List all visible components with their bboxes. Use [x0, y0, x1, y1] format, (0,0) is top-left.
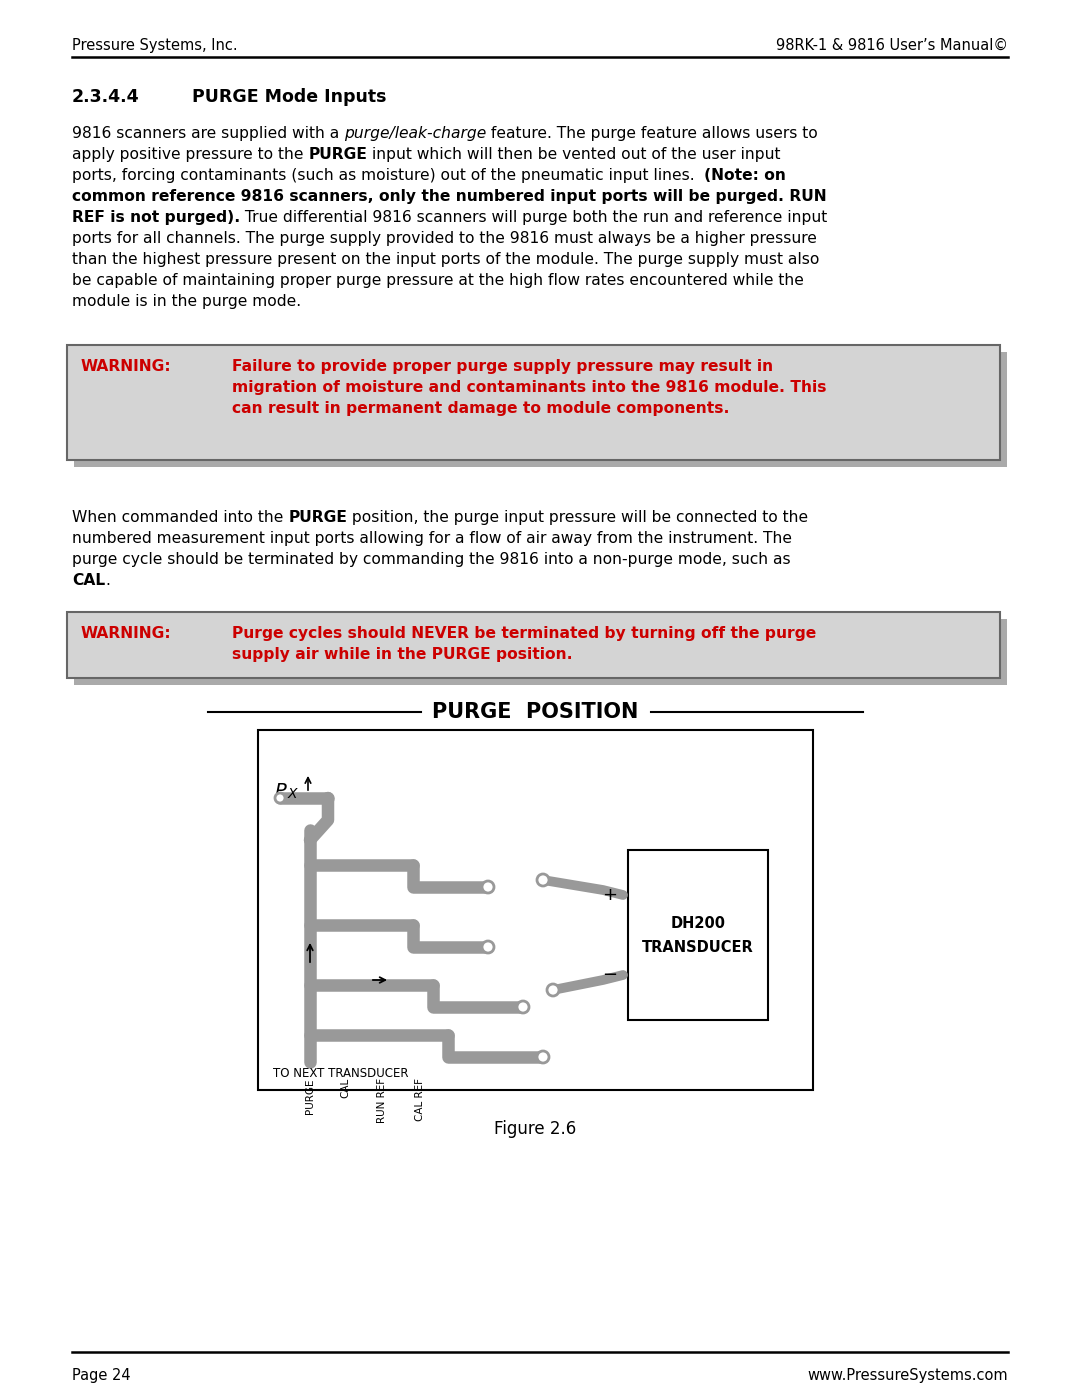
Bar: [75, 619, 1007, 685]
Text: DH200: DH200: [671, 915, 726, 930]
Bar: [67, 612, 1000, 678]
Text: www.PressureSystems.com: www.PressureSystems.com: [808, 1368, 1008, 1383]
Text: 98RK-1 & 9816 User’s Manual©: 98RK-1 & 9816 User’s Manual©: [777, 38, 1008, 53]
Text: input which will then be vented out of the user input: input which will then be vented out of t…: [367, 147, 781, 162]
Text: numbered measurement input ports allowing for a flow of air away from the instru: numbered measurement input ports allowin…: [72, 531, 792, 546]
Text: CAL: CAL: [340, 1078, 350, 1098]
Text: Failure to provide proper purge supply pressure may result in: Failure to provide proper purge supply p…: [232, 359, 773, 374]
Text: ports, forcing contaminants (such as moisture) out of the pneumatic input lines.: ports, forcing contaminants (such as moi…: [72, 168, 704, 183]
Text: TO NEXT TRANSDUCER: TO NEXT TRANSDUCER: [273, 1067, 408, 1080]
Text: CAL REF: CAL REF: [415, 1078, 426, 1120]
Text: +: +: [603, 886, 618, 904]
Bar: [627, 849, 768, 1020]
Circle shape: [482, 882, 494, 893]
Circle shape: [275, 793, 285, 803]
Circle shape: [537, 875, 549, 886]
Text: .: .: [105, 573, 110, 588]
Text: TRANSDUCER: TRANSDUCER: [643, 940, 754, 954]
Text: supply air while in the PURGE position.: supply air while in the PURGE position.: [232, 647, 572, 662]
Text: position, the purge input pressure will be connected to the: position, the purge input pressure will …: [347, 510, 808, 525]
Text: module is in the purge mode.: module is in the purge mode.: [72, 293, 301, 309]
Text: common reference 9816 scanners, only the numbered input ports will be purged. RU: common reference 9816 scanners, only the…: [72, 189, 826, 204]
Text: CAL: CAL: [72, 573, 105, 588]
Text: 9816 scanners are supplied with a: 9816 scanners are supplied with a: [72, 126, 345, 141]
Text: purge cycle should be terminated by commanding the 9816 into a non-purge mode, s: purge cycle should be terminated by comm…: [72, 552, 791, 567]
Text: PURGE  POSITION: PURGE POSITION: [432, 703, 638, 722]
Text: REF is not purged).: REF is not purged).: [72, 210, 240, 225]
Text: than the highest pressure present on the input ports of the module. The purge su: than the highest pressure present on the…: [72, 251, 820, 267]
Text: ports for all channels. The purge supply provided to the 9816 must always be a h: ports for all channels. The purge supply…: [72, 231, 816, 246]
Bar: [67, 345, 1000, 460]
Text: feature. The purge feature allows users to: feature. The purge feature allows users …: [486, 126, 819, 141]
Bar: [75, 352, 1007, 467]
Text: WARNING:: WARNING:: [81, 626, 172, 641]
Text: PURGE: PURGE: [288, 510, 347, 525]
Text: Purge cycles should NEVER be terminated by turning off the purge: Purge cycles should NEVER be terminated …: [232, 626, 816, 641]
Bar: [258, 731, 813, 1090]
Text: be capable of maintaining proper purge pressure at the high flow rates encounter: be capable of maintaining proper purge p…: [72, 272, 804, 288]
Circle shape: [517, 1002, 529, 1013]
Text: True differential 9816 scanners will purge both the run and reference input: True differential 9816 scanners will pur…: [240, 210, 827, 225]
Text: can result in permanent damage to module components.: can result in permanent damage to module…: [232, 401, 729, 416]
Text: (Note: on: (Note: on: [704, 168, 786, 183]
Text: PURGE: PURGE: [309, 147, 367, 162]
Text: X: X: [288, 787, 297, 800]
Text: WARNING:: WARNING:: [81, 359, 172, 374]
Text: Page 24: Page 24: [72, 1368, 131, 1383]
Circle shape: [546, 983, 559, 996]
Text: Figure 2.6: Figure 2.6: [495, 1120, 577, 1139]
Text: 2.3.4.4: 2.3.4.4: [72, 88, 139, 106]
Text: PURGE Mode Inputs: PURGE Mode Inputs: [192, 88, 387, 106]
Text: P: P: [274, 782, 286, 800]
Text: apply positive pressure to the: apply positive pressure to the: [72, 147, 309, 162]
Text: When commanded into the: When commanded into the: [72, 510, 288, 525]
Text: migration of moisture and contaminants into the 9816 module. This: migration of moisture and contaminants i…: [232, 380, 826, 395]
Circle shape: [482, 942, 494, 953]
Text: PURGE: PURGE: [305, 1078, 315, 1113]
Text: −: −: [603, 965, 618, 983]
Text: purge/leak-charge: purge/leak-charge: [345, 126, 486, 141]
Circle shape: [537, 1051, 549, 1063]
Text: RUN REF: RUN REF: [377, 1078, 387, 1123]
Text: Pressure Systems, Inc.: Pressure Systems, Inc.: [72, 38, 238, 53]
